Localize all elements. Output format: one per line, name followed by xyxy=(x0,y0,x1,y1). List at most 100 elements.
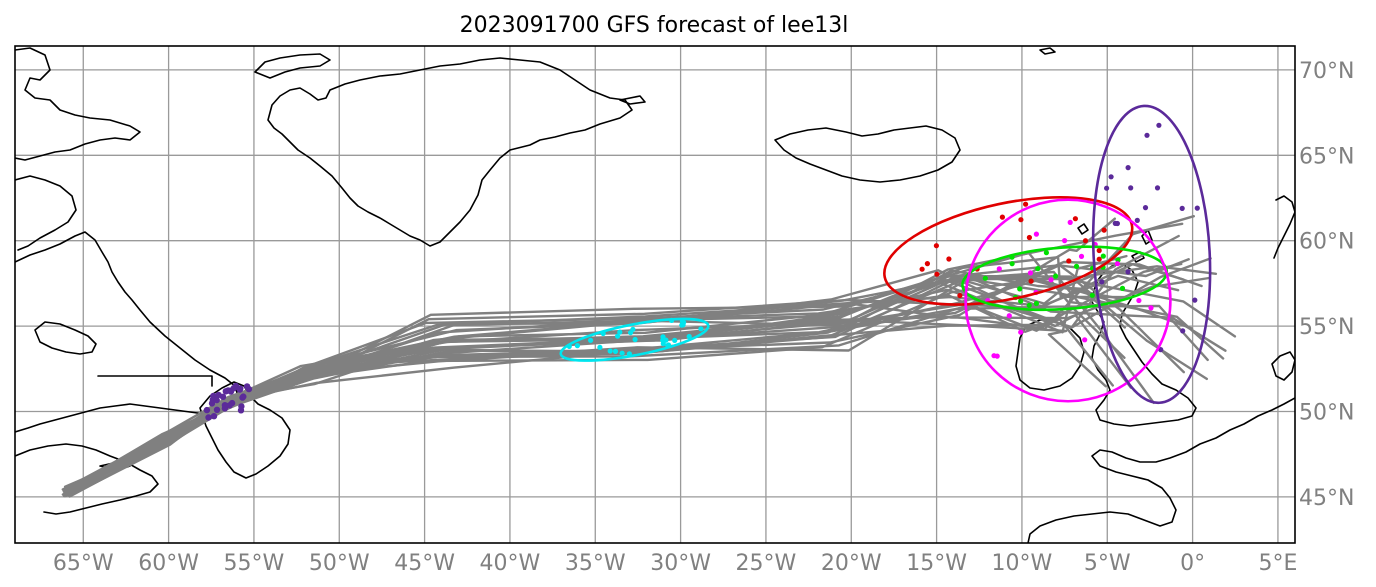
lime-position-dot xyxy=(1018,298,1024,304)
forecast-positions xyxy=(203,122,1200,421)
magenta-position-dot xyxy=(1033,231,1039,237)
indigo-position-dot xyxy=(1156,122,1162,128)
indigo-position-dot xyxy=(1114,220,1120,227)
indigo-position-dot xyxy=(1192,297,1198,303)
indigo-position-dot xyxy=(1125,269,1131,275)
lime-position-dot xyxy=(1009,261,1015,267)
longitude-tick-label: 35°W xyxy=(565,551,626,576)
ensemble-track xyxy=(65,254,1128,492)
longitude-tick-label: 50°W xyxy=(309,551,370,576)
lime-position-dot xyxy=(1035,266,1041,272)
initial-position-dot xyxy=(230,385,237,392)
red-position-dot xyxy=(1066,258,1072,264)
latitude-tick-labels: 45°N 50°N 55°N 60°N 65°N 70°N xyxy=(1299,59,1354,511)
lime-position-dot xyxy=(1043,250,1049,256)
magenta-position-dot xyxy=(1027,270,1034,276)
cyan-position-dot xyxy=(632,336,638,343)
lime-position-dot xyxy=(1089,292,1095,298)
red-ellipse xyxy=(883,196,1134,306)
lime-position-dot xyxy=(1033,300,1039,307)
red-position-dot xyxy=(933,243,940,249)
indigo-position-dot xyxy=(1154,185,1161,191)
latitude-tick-label: 60°N xyxy=(1299,230,1354,255)
cyan-position-dot xyxy=(574,343,581,349)
indigo-position-dot xyxy=(1108,174,1114,180)
longitude-tick-labels: 65°W 60°W 55°W 50°W 45°W 40°W 35°W 30°W 25°W 20°W… xyxy=(53,551,1297,576)
longitude-tick-label: 45°W xyxy=(394,551,455,576)
initial-position-dot xyxy=(208,400,216,407)
longitude-tick-label: 30°W xyxy=(650,551,711,576)
indigo-position-dot xyxy=(1125,165,1131,171)
cyan-position-dot xyxy=(686,333,692,340)
maritimes-coast xyxy=(15,443,159,515)
lime-position-dot xyxy=(1053,273,1059,279)
initial-position-dot xyxy=(213,396,220,404)
cyan-position-dot xyxy=(617,329,623,335)
hudson-strait-coast xyxy=(15,175,77,251)
longitude-tick-label: 55°W xyxy=(224,551,285,576)
longitude-tick-label: 0° xyxy=(1180,551,1205,576)
red-position-dot xyxy=(1101,227,1107,233)
latitude-tick-label: 50°N xyxy=(1299,400,1354,425)
northern-isles xyxy=(1131,229,1153,263)
red-position-dot xyxy=(1028,278,1034,284)
lime-position-dot xyxy=(1017,286,1023,292)
indigo-position-dot xyxy=(1142,205,1149,211)
red-position-dot xyxy=(1018,217,1024,223)
initial-position-dot xyxy=(240,393,247,400)
magenta-position-dot xyxy=(1062,238,1068,244)
red-position-dot xyxy=(1082,238,1089,244)
magenta-position-dot xyxy=(1082,337,1088,343)
border-line xyxy=(97,375,213,387)
longitude-tick-label: 5°W xyxy=(1084,551,1131,576)
latitude-tick-label: 45°N xyxy=(1299,486,1354,511)
lake-outline xyxy=(34,321,97,355)
ensemble-track xyxy=(69,265,1218,492)
indigo-position-dot xyxy=(1144,132,1150,138)
magenta-ellipse xyxy=(964,198,1172,403)
ensemble-track xyxy=(67,222,1184,495)
red-position-dot xyxy=(957,292,963,299)
cyan-position-dot xyxy=(615,333,621,339)
red-position-dot xyxy=(1023,201,1029,207)
red-position-dot xyxy=(919,266,925,272)
lime-position-dot xyxy=(1119,285,1126,291)
labrador-coast xyxy=(15,231,239,433)
cyan-position-dot xyxy=(612,348,619,354)
cyan-position-dot xyxy=(588,337,594,343)
longitude-tick-label: 20°W xyxy=(821,551,882,576)
initial-position-dot xyxy=(221,402,229,409)
map-frame xyxy=(14,45,1296,544)
uncertainty-ellipses xyxy=(559,104,1212,405)
cyan-position-dot xyxy=(660,337,666,343)
magenta-position-dot xyxy=(996,266,1002,272)
cyan-position-dot xyxy=(597,344,603,350)
indigo-position-dot xyxy=(1179,205,1185,211)
lime-position-dot xyxy=(1100,253,1106,259)
ensemble-track xyxy=(68,264,1185,498)
iceland-coast xyxy=(774,125,961,183)
red-position-dot xyxy=(1096,247,1102,254)
indigo-position-dot xyxy=(1194,205,1200,211)
initial-position-dot xyxy=(205,414,212,421)
magenta-position-dot xyxy=(1006,313,1012,319)
initial-position-dot xyxy=(238,403,245,410)
magenta-position-dot xyxy=(1148,305,1154,311)
magenta-position-dot xyxy=(1078,253,1085,259)
ensemble-track xyxy=(63,260,1203,495)
indigo-position-dot xyxy=(1128,185,1134,191)
longitude-tick-label: 25°W xyxy=(736,551,797,576)
greenland-coast xyxy=(267,57,633,247)
longitude-tick-label: 65°W xyxy=(53,551,114,576)
indigo-position-dot xyxy=(1099,279,1105,285)
denmark-coast xyxy=(1271,351,1295,381)
lime-position-dot xyxy=(982,275,988,281)
magenta-position-dot xyxy=(1114,261,1120,267)
cyan-position-dot xyxy=(698,326,704,332)
greenland-north-coast xyxy=(254,53,331,79)
red-position-dot xyxy=(999,214,1006,220)
initial-position-dot xyxy=(213,406,221,413)
magenta-position-dot xyxy=(1048,277,1054,283)
longitude-tick-label: 10°W xyxy=(992,551,1053,576)
initial-position-dot xyxy=(210,413,218,420)
